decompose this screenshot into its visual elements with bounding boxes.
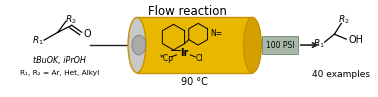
Bar xyxy=(137,17,253,73)
Text: 90 °C: 90 °C xyxy=(181,77,208,87)
Text: $R_1$: $R_1$ xyxy=(313,38,324,50)
Text: Flow reaction: Flow reaction xyxy=(148,5,227,18)
Text: OH: OH xyxy=(348,35,363,45)
Text: $R_2$: $R_2$ xyxy=(65,13,77,26)
Text: $R_2$: $R_2$ xyxy=(338,13,350,26)
Text: Ir: Ir xyxy=(180,48,189,58)
Text: $R_1$: $R_1$ xyxy=(33,35,44,47)
Text: O: O xyxy=(84,29,91,39)
Ellipse shape xyxy=(128,17,146,73)
Text: 100 PSI: 100 PSI xyxy=(266,41,294,50)
Text: tBuOK, iPrOH: tBuOK, iPrOH xyxy=(34,56,86,65)
Text: R₁, R₂ = Ar, Het, Alkyl: R₁, R₂ = Ar, Het, Alkyl xyxy=(20,70,99,76)
Ellipse shape xyxy=(243,17,261,73)
Text: N=: N= xyxy=(210,29,222,38)
Text: *Cp: *Cp xyxy=(160,54,174,63)
Text: 40 examples: 40 examples xyxy=(312,70,370,79)
Text: Cl: Cl xyxy=(195,54,203,63)
Ellipse shape xyxy=(132,35,146,55)
FancyBboxPatch shape xyxy=(262,36,298,54)
